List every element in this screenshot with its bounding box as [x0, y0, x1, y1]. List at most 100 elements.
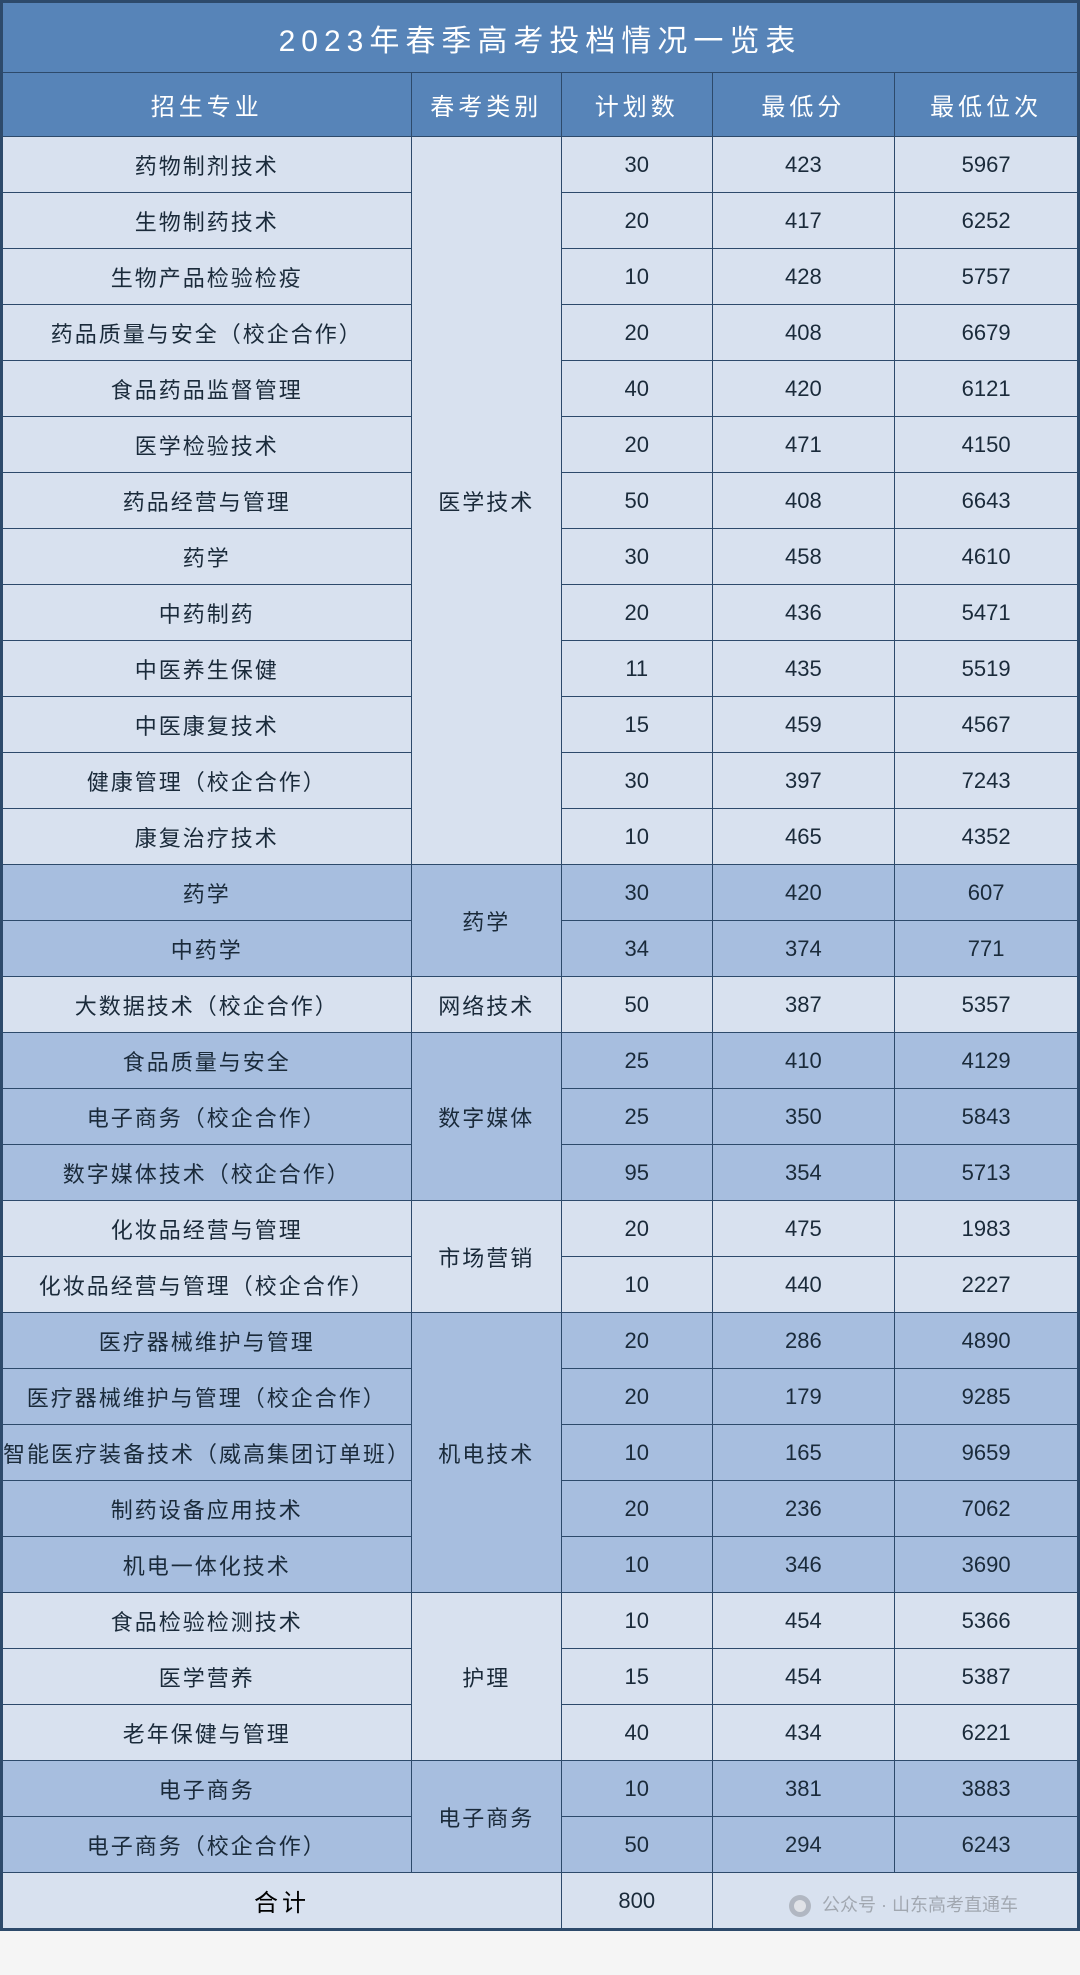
cell-score: 179: [712, 1369, 895, 1425]
table-row: 化妆品经营与管理市场营销204751983: [3, 1201, 1078, 1257]
cell-major: 食品质量与安全: [3, 1033, 412, 1089]
column-header: 最低位次: [895, 73, 1078, 137]
cell-major: 数字媒体技术（校企合作）: [3, 1145, 412, 1201]
admissions-table: 2023年春季高考投档情况一览表招生专业春考类别计划数最低分最低位次药物制剂技术…: [2, 2, 1078, 1929]
cell-plan: 30: [562, 865, 713, 921]
cell-plan: 20: [562, 1201, 713, 1257]
cell-category: 药学: [411, 865, 562, 977]
cell-rank: 4890: [895, 1313, 1078, 1369]
cell-score: 236: [712, 1481, 895, 1537]
cell-major: 医学检验技术: [3, 417, 412, 473]
cell-score: 420: [712, 865, 895, 921]
cell-plan: 50: [562, 977, 713, 1033]
cell-rank: 5519: [895, 641, 1078, 697]
cell-plan: 20: [562, 417, 713, 473]
table-row: 医疗器械维护与管理机电技术202864890: [3, 1313, 1078, 1369]
cell-score: 408: [712, 305, 895, 361]
cell-plan: 50: [562, 473, 713, 529]
cell-rank: 1983: [895, 1201, 1078, 1257]
cell-score: 454: [712, 1593, 895, 1649]
cell-category: 医学技术: [411, 137, 562, 865]
cell-major: 电子商务（校企合作）: [3, 1089, 412, 1145]
cell-category: 护理: [411, 1593, 562, 1761]
cell-score: 436: [712, 585, 895, 641]
cell-major: 生物产品检验检疫: [3, 249, 412, 305]
column-header: 计划数: [562, 73, 713, 137]
cell-rank: 5357: [895, 977, 1078, 1033]
cell-score: 471: [712, 417, 895, 473]
cell-plan: 40: [562, 361, 713, 417]
cell-rank: 771: [895, 921, 1078, 977]
cell-score: 286: [712, 1313, 895, 1369]
cell-score: 165: [712, 1425, 895, 1481]
table-header-row: 招生专业春考类别计划数最低分最低位次: [3, 73, 1078, 137]
cell-plan: 20: [562, 585, 713, 641]
cell-major: 智能医疗装备技术（威高集团订单班）: [3, 1425, 412, 1481]
cell-rank: 4352: [895, 809, 1078, 865]
cell-rank: 6643: [895, 473, 1078, 529]
cell-major: 中药学: [3, 921, 412, 977]
cell-rank: 6679: [895, 305, 1078, 361]
cell-rank: 607: [895, 865, 1078, 921]
cell-plan: 10: [562, 249, 713, 305]
cell-rank: 4129: [895, 1033, 1078, 1089]
table-row: 食品质量与安全数字媒体254104129: [3, 1033, 1078, 1089]
cell-score: 354: [712, 1145, 895, 1201]
cell-score: 420: [712, 361, 895, 417]
table-title-row: 2023年春季高考投档情况一览表: [3, 3, 1078, 73]
cell-score: 459: [712, 697, 895, 753]
cell-rank: 7062: [895, 1481, 1078, 1537]
cell-rank: 2227: [895, 1257, 1078, 1313]
cell-rank: 4567: [895, 697, 1078, 753]
cell-score: 434: [712, 1705, 895, 1761]
table-row: 大数据技术（校企合作）网络技术503875357: [3, 977, 1078, 1033]
cell-rank: 6252: [895, 193, 1078, 249]
cell-major: 老年保健与管理: [3, 1705, 412, 1761]
cell-plan: 34: [562, 921, 713, 977]
cell-plan: 20: [562, 1313, 713, 1369]
totals-row: 合计800: [3, 1873, 1078, 1929]
totals-empty: [712, 1873, 1078, 1929]
cell-score: 397: [712, 753, 895, 809]
cell-major: 药学: [3, 865, 412, 921]
cell-plan: 10: [562, 1537, 713, 1593]
cell-plan: 25: [562, 1033, 713, 1089]
cell-rank: 7243: [895, 753, 1078, 809]
cell-plan: 30: [562, 753, 713, 809]
cell-plan: 20: [562, 1481, 713, 1537]
table-row: 药学药学30420607: [3, 865, 1078, 921]
cell-major: 医学营养: [3, 1649, 412, 1705]
cell-score: 350: [712, 1089, 895, 1145]
cell-score: 408: [712, 473, 895, 529]
cell-major: 生物制药技术: [3, 193, 412, 249]
cell-rank: 5471: [895, 585, 1078, 641]
cell-plan: 10: [562, 809, 713, 865]
cell-score: 417: [712, 193, 895, 249]
cell-rank: 5843: [895, 1089, 1078, 1145]
cell-major: 化妆品经营与管理: [3, 1201, 412, 1257]
cell-major: 中医康复技术: [3, 697, 412, 753]
cell-plan: 10: [562, 1593, 713, 1649]
cell-major: 机电一体化技术: [3, 1537, 412, 1593]
cell-score: 428: [712, 249, 895, 305]
cell-major: 药物制剂技术: [3, 137, 412, 193]
cell-score: 454: [712, 1649, 895, 1705]
cell-major: 中药制药: [3, 585, 412, 641]
cell-score: 423: [712, 137, 895, 193]
column-header: 招生专业: [3, 73, 412, 137]
totals-value: 800: [562, 1873, 713, 1929]
table-row: 电子商务电子商务103813883: [3, 1761, 1078, 1817]
totals-label: 合计: [3, 1873, 562, 1929]
cell-plan: 15: [562, 1649, 713, 1705]
cell-rank: 5387: [895, 1649, 1078, 1705]
cell-plan: 10: [562, 1761, 713, 1817]
table-row: 药物制剂技术医学技术304235967: [3, 137, 1078, 193]
cell-major: 医疗器械维护与管理（校企合作）: [3, 1369, 412, 1425]
cell-major: 电子商务（校企合作）: [3, 1817, 412, 1873]
cell-plan: 50: [562, 1817, 713, 1873]
cell-plan: 20: [562, 193, 713, 249]
cell-rank: 5967: [895, 137, 1078, 193]
cell-plan: 10: [562, 1257, 713, 1313]
cell-category: 网络技术: [411, 977, 562, 1033]
cell-major: 大数据技术（校企合作）: [3, 977, 412, 1033]
